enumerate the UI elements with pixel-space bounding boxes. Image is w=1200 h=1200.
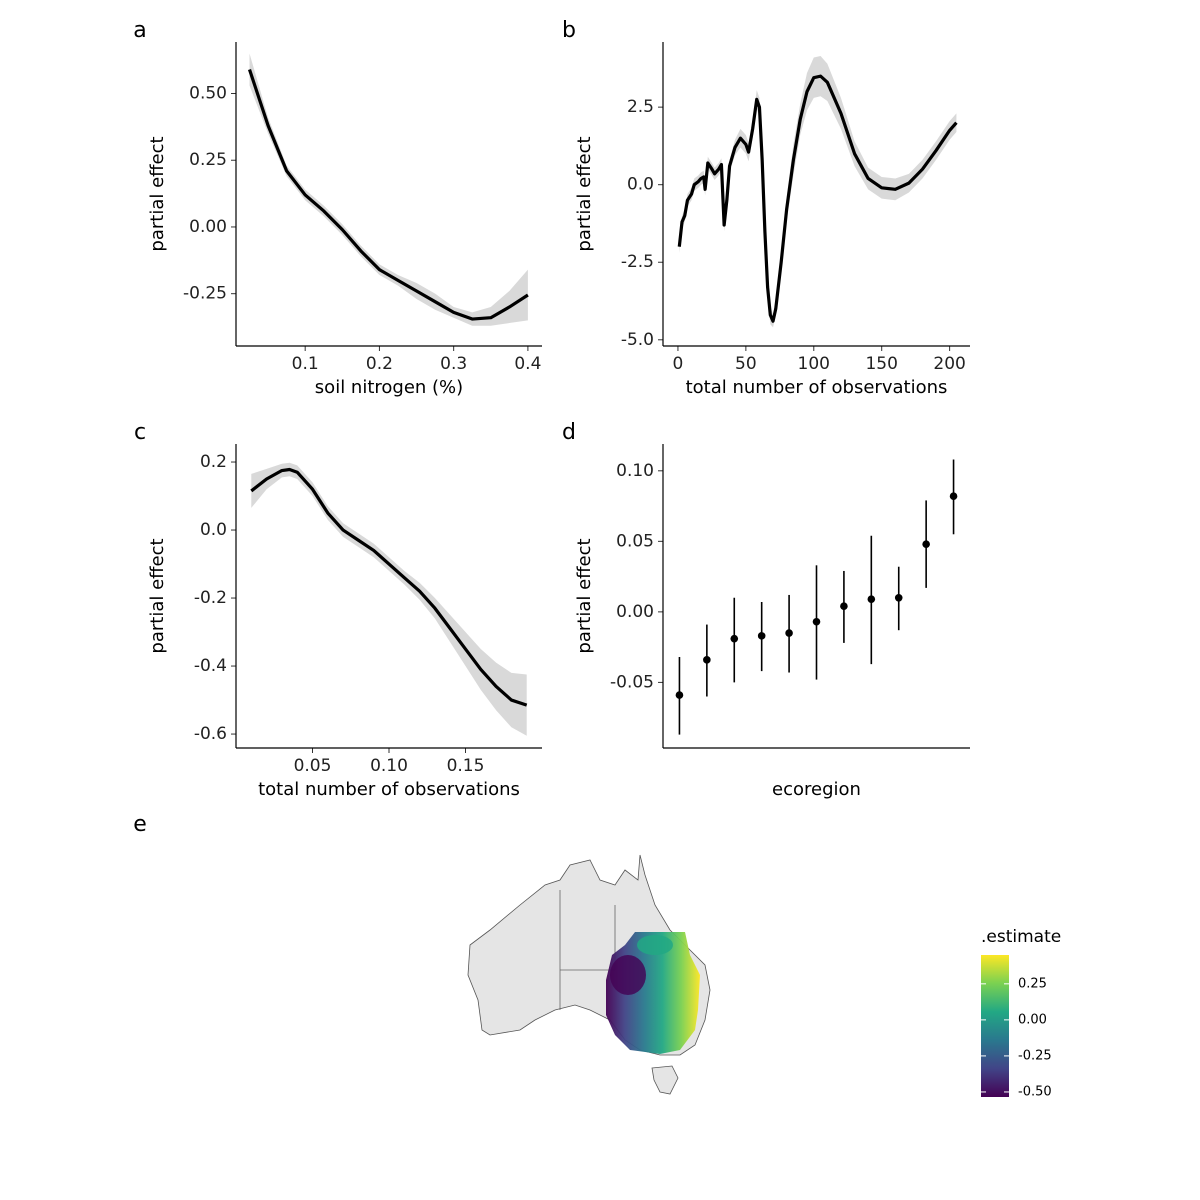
y-axis-title: partial effect	[147, 538, 168, 653]
confidence-band	[249, 53, 528, 326]
y-axis-title: partial effect	[574, 136, 595, 251]
y-tick-label: -5.0	[621, 330, 654, 350]
smooth-line	[250, 467, 528, 707]
y-tick-label: -2.5	[621, 252, 654, 272]
tasmania	[651, 1065, 679, 1095]
point	[894, 593, 903, 602]
y-tick-label: -0.6	[194, 724, 227, 744]
point	[730, 634, 739, 643]
x-tick-label: 0.3	[440, 354, 467, 374]
panel-label: b	[562, 18, 576, 43]
panel-label: c	[134, 420, 146, 445]
x-axis-title: total number of observations	[258, 779, 520, 800]
colorbar-label: -0.25	[1018, 1048, 1052, 1063]
x-tick-label: 0.4	[514, 354, 541, 374]
y-tick-label: -0.25	[183, 284, 227, 304]
x-tick-label: 50	[735, 354, 757, 374]
x-tick-label: 100	[798, 354, 830, 374]
point	[675, 691, 684, 699]
x-axis-title: ecoregion	[772, 779, 861, 800]
colorbar-label: -0.50	[1018, 1084, 1052, 1099]
y-tick-label: -0.05	[610, 672, 654, 692]
x-tick-label: 0.2	[366, 354, 393, 374]
point	[757, 632, 766, 640]
y-tick-label: -0.2	[194, 588, 227, 608]
point	[812, 617, 821, 626]
panel-label: a	[133, 18, 146, 43]
x-axis-title: total number of observations	[686, 377, 948, 398]
x-tick-label: 0	[673, 354, 684, 374]
y-tick-label: 0.25	[189, 150, 227, 170]
estimate-mid-patch	[637, 935, 673, 955]
x-axis-title: soil nitrogen (%)	[315, 377, 463, 398]
point	[922, 540, 930, 548]
colorbar-label: 0.00	[1018, 1012, 1047, 1027]
x-tick-label: 0.10	[370, 756, 408, 776]
y-tick-label: 0.2	[200, 452, 227, 472]
estimate-low-patch	[610, 955, 646, 995]
smooth-line	[247, 68, 529, 321]
point	[785, 629, 793, 637]
point	[949, 492, 958, 500]
y-tick-label: 0.50	[189, 84, 227, 104]
y-axis-title: partial effect	[574, 538, 595, 653]
y-tick-label: 0.05	[616, 531, 654, 551]
x-tick-label: 0.05	[294, 756, 332, 776]
x-tick-label: 150	[865, 354, 897, 374]
y-tick-label: 0.00	[189, 217, 227, 237]
legend-title: .estimate	[981, 927, 1061, 947]
y-tick-label: 0.00	[616, 602, 654, 622]
panel-label: d	[562, 420, 576, 445]
y-tick-label: 0.10	[616, 461, 654, 481]
x-tick-label: 200	[933, 354, 965, 374]
panel-label: e	[133, 812, 147, 837]
colorbar	[981, 955, 1009, 1097]
point	[840, 602, 848, 611]
point	[703, 656, 711, 664]
y-tick-label: 2.5	[627, 97, 654, 117]
x-tick-label: 0.15	[447, 756, 485, 776]
colorbar-label: 0.25	[1018, 976, 1047, 991]
point	[867, 595, 876, 603]
y-axis-title: partial effect	[147, 136, 168, 251]
y-tick-label: 0.0	[200, 520, 227, 540]
smooth-line	[677, 74, 958, 323]
confidence-band	[679, 55, 957, 328]
y-tick-label: 0.0	[627, 175, 654, 195]
x-tick-label: 0.1	[292, 354, 319, 374]
confidence-band	[251, 462, 527, 736]
y-tick-label: -0.4	[194, 656, 227, 676]
